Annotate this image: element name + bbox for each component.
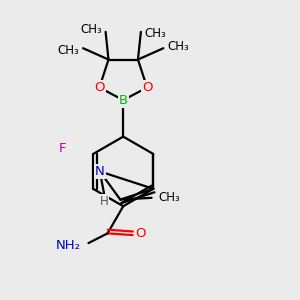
Text: O: O <box>142 81 152 94</box>
Text: H: H <box>100 195 108 208</box>
Text: CH₃: CH₃ <box>145 28 166 40</box>
Text: N: N <box>95 165 105 178</box>
Text: NH₂: NH₂ <box>56 239 80 252</box>
Text: B: B <box>119 94 128 106</box>
Text: CH₃: CH₃ <box>159 191 180 204</box>
Text: CH₃: CH₃ <box>167 40 189 52</box>
Text: F: F <box>59 142 66 155</box>
Text: CH₃: CH₃ <box>58 44 79 57</box>
Text: O: O <box>94 81 105 94</box>
Text: CH₃: CH₃ <box>80 23 102 36</box>
Text: O: O <box>135 227 146 240</box>
